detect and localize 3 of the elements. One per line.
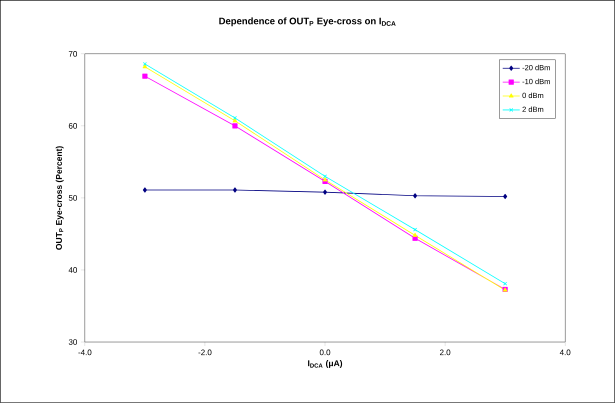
y-axis-title: OUT$_{P}$ Eye-cross (Percent) [56,146,64,250]
x-axis-title: I$_{DCA}$ (μA) [308,360,342,368]
chart-title: Dependence of OUT$_{P}$ Eye-cross on I$_{DCA}$ [219,17,396,26]
